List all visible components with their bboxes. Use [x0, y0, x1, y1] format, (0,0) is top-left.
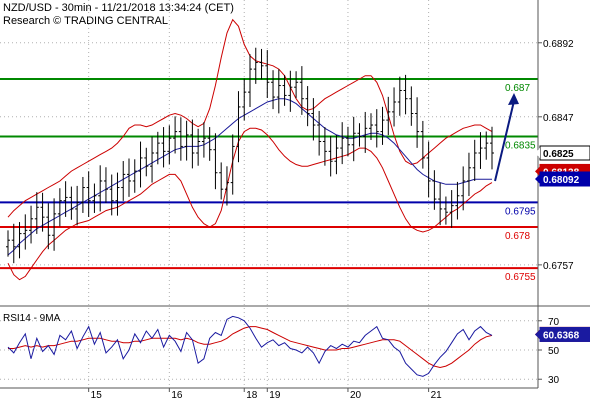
price-tick-label: 0.6892	[543, 39, 574, 50]
price-levels: 0.687 0.6835 0.6795 0.678 0.6755	[0, 77, 538, 283]
bollinger-lower	[7, 127, 493, 281]
rsi-line	[7, 315, 493, 377]
price-tag-average: 0.68092	[535, 171, 590, 187]
price-tick-label: 0.6847	[543, 113, 574, 124]
x-tick-label: 16	[171, 390, 183, 400]
bollinger-upper	[7, 18, 493, 218]
rsi-lines	[7, 315, 493, 377]
candles	[6, 47, 494, 264]
x-tick-label: 19	[269, 390, 281, 400]
price-tag-last-text: 0.6825	[543, 149, 574, 160]
rsi-tag-rsi: 60.6368	[535, 326, 590, 342]
price-tag-last: 0.6825	[535, 145, 590, 161]
projection-arrow-shaft	[494, 100, 515, 182]
rsi-tick-label: 30	[548, 375, 560, 386]
price-tag-last-pointer	[535, 148, 540, 158]
rsi-ma-line	[8, 326, 493, 369]
level-support-label: 0.6755	[505, 272, 536, 283]
level-resistance-label: 0.687	[505, 83, 530, 94]
level-resistance-label: 0.6835	[505, 141, 536, 152]
level-pivot-label: 0.6795	[505, 206, 536, 217]
x-tick-label: 15	[91, 390, 103, 400]
price-tick-label: 0.6757	[543, 261, 574, 272]
price-tag-average-text: 0.68092	[543, 175, 580, 186]
price-tag-average-pointer	[535, 173, 540, 184]
level-support-label: 0.678	[505, 231, 530, 242]
price-tag-upper-band-pointer	[535, 166, 540, 177]
rsi-tick-label: 50	[548, 346, 560, 357]
projection-arrow	[494, 92, 519, 182]
rsi-tag-rsi-text: 60.6368	[543, 330, 580, 341]
rsi-tag-rsi-pointer	[535, 329, 540, 340]
x-tick-label: 20	[350, 390, 362, 400]
rsi-tick-label: 70	[548, 317, 560, 328]
x-tick-label: 21	[431, 390, 443, 400]
projection-arrow-head	[508, 92, 519, 105]
rsi-grid	[0, 320, 538, 380]
moving-average	[7, 98, 492, 256]
chart-title: NZD/USD - 30min - 11/21/2018 13:34:24 (C…	[3, 2, 234, 14]
chart-source: Research © TRADING CENTRAL	[3, 15, 168, 27]
x-tick-label: 18	[246, 390, 258, 400]
rsi-title: RSI14 - 9MA	[3, 313, 61, 324]
